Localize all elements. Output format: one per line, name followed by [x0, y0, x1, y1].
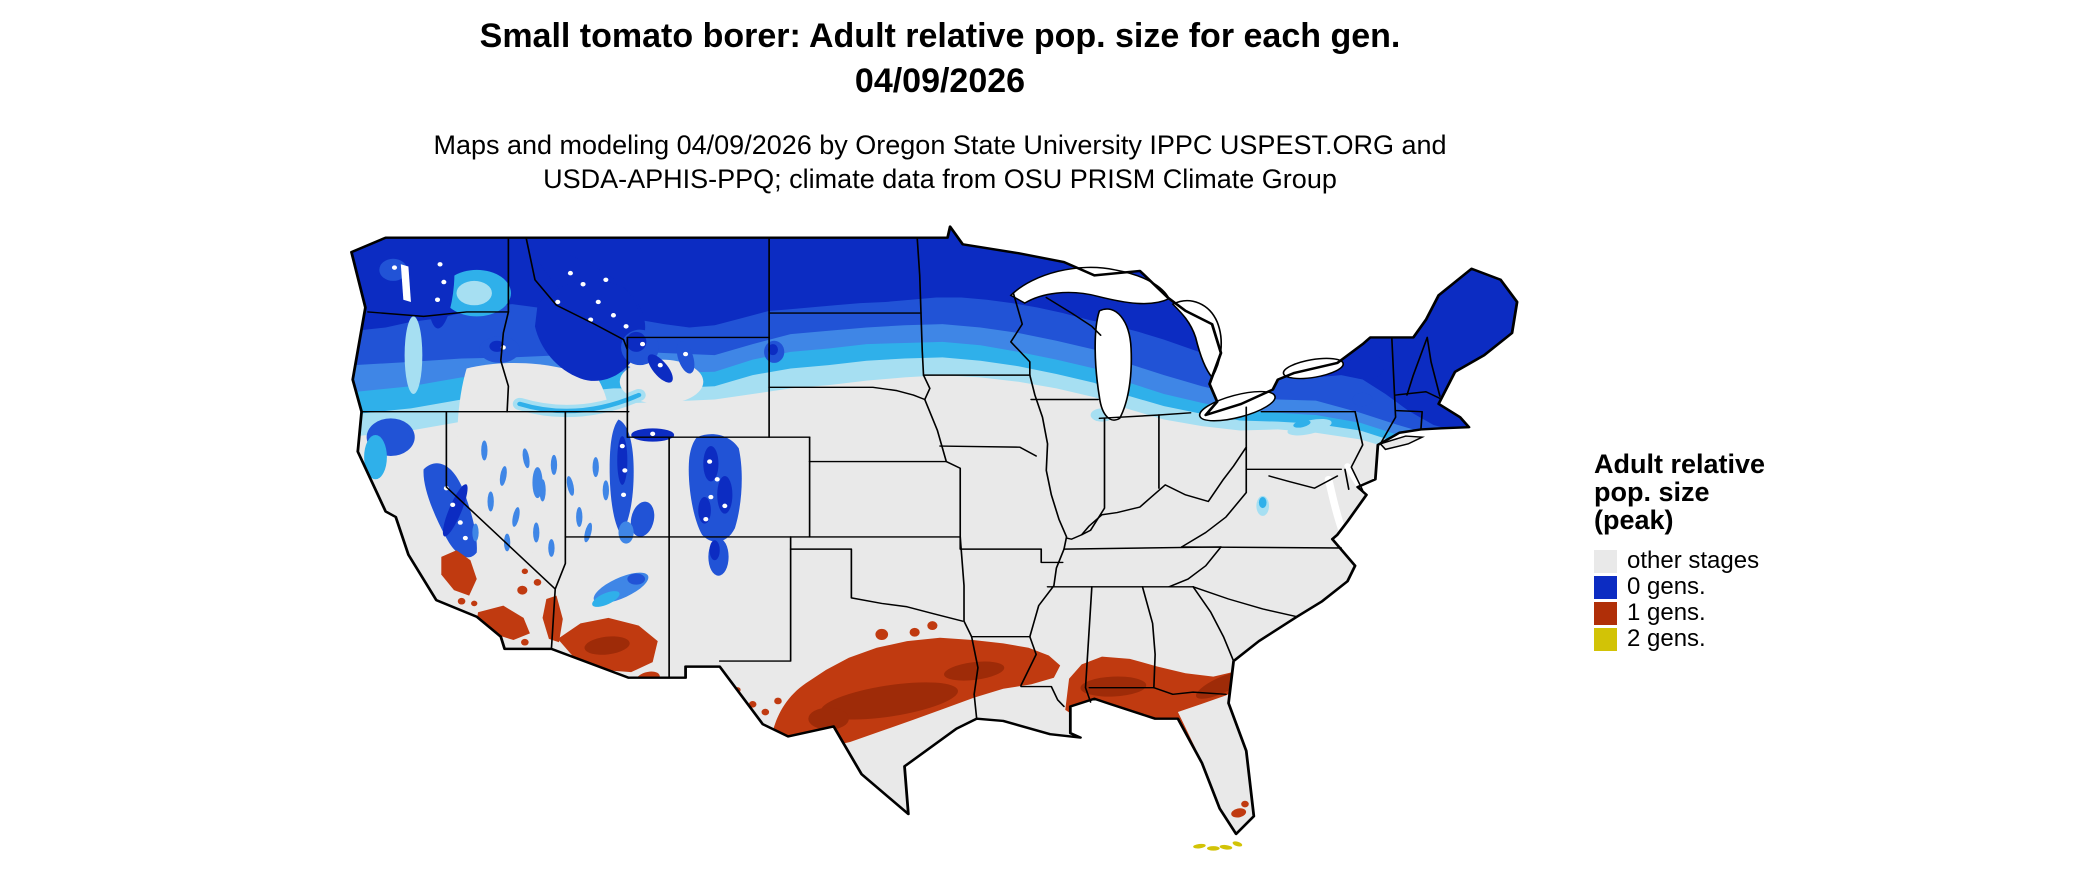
state-borders	[360, 236, 1441, 720]
page-subtitle-line1: Maps and modeling 04/09/2026 by Oregon S…	[433, 130, 1447, 160]
lake-michigan	[1094, 308, 1133, 421]
page-title-line2: 04/09/2026	[854, 62, 1026, 100]
legend-item-other-stages: other stages	[1594, 548, 2014, 574]
legend-item-0-gens: 0 gens.	[1594, 574, 2014, 600]
page-title-line1: Small tomato borer: Adult relative pop. …	[479, 17, 1401, 55]
map-fill-layers	[351, 226, 1518, 834]
basin-range-ribs	[472, 440, 610, 557]
legend-title-line2: pop. size	[1594, 477, 1710, 507]
legend-swatch-0-gens	[1594, 575, 1617, 599]
page-subtitle: Maps and modeling 04/09/2026 by Oregon S…	[0, 128, 1880, 196]
legend-swatch-1-gens	[1594, 601, 1617, 625]
legend: Adult relative pop. size (peak) other st…	[1594, 450, 2014, 652]
snow-peak-speckles	[391, 262, 728, 541]
legend-title-line1: Adult relative	[1594, 449, 1766, 479]
legend-swatch-2-gens	[1594, 627, 1617, 651]
figure-header: Small tomato borer: Adult relative pop. …	[0, 14, 1880, 196]
legend-swatch-other-stages	[1594, 549, 1617, 573]
page-title: Small tomato borer: Adult relative pop. …	[0, 14, 1880, 104]
legend-label-2-gens: 2 gens.	[1627, 625, 1706, 652]
page-subtitle-line2: USDA-APHIS-PPQ; climate data from OSU PR…	[543, 164, 1337, 194]
long-island	[1379, 435, 1426, 451]
legend-items: other stages 0 gens. 1 gens. 2 gens.	[1594, 548, 2014, 652]
legend-item-1-gens: 1 gens.	[1594, 600, 2014, 626]
florida-keys-two-gen	[1193, 841, 1243, 851]
legend-label-other-stages: other stages	[1627, 547, 1760, 574]
legend-title: Adult relative pop. size (peak)	[1594, 450, 2014, 534]
us-outline	[350, 225, 1519, 836]
legend-item-2-gens: 2 gens.	[1594, 626, 2014, 652]
one-generation-regions	[441, 550, 1302, 818]
us-generation-map	[350, 225, 1519, 851]
legend-title-line3: (peak)	[1594, 505, 1674, 535]
legend-label-0-gens: 0 gens.	[1627, 573, 1706, 600]
legend-label-1-gens: 1 gens.	[1627, 599, 1706, 626]
